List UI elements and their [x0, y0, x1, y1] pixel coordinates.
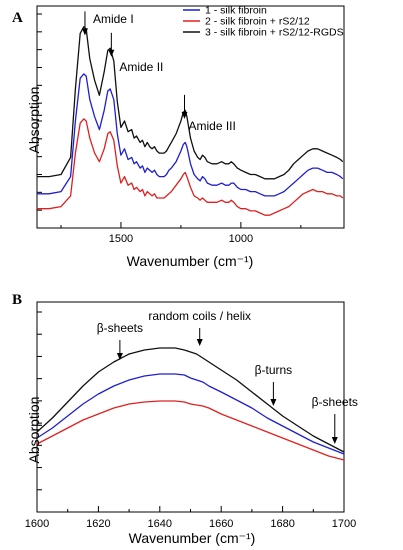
series-group-a	[37, 26, 344, 216]
y-axis-title-a: Absorption	[26, 87, 42, 154]
annotation-label-a-0: Amide I	[93, 12, 134, 26]
series-line-a-1	[37, 73, 344, 197]
x-axis-title-a: Wavenumber (cm⁻¹)	[127, 253, 254, 269]
series-group-b	[36, 347, 345, 461]
annotation-label-a-1: Amide II	[119, 60, 163, 74]
panel-a: A 1500 1000 Amide I Amide II Amide III 1 - …	[12, 5, 345, 269]
annotation-arrow-head-b-3	[331, 437, 338, 444]
ticks-b: 1600 1620 1640 1660 1680 1700	[25, 311, 356, 530]
legend-label-3: 3 - silk fibroin + rS2/12-RGDS	[205, 27, 344, 39]
annotation-label-b-0: β-sheets	[97, 321, 143, 335]
panel-b: B 1600 1620 1640 1660 1680 1700 β-sheets rando…	[12, 292, 358, 546]
annotation-label-b-3: β-sheets	[312, 395, 358, 409]
x-tick-label-a-1: 1000	[229, 233, 253, 245]
plot-frame-a	[36, 5, 345, 229]
annotation-label-b-1: random coils / helix	[148, 309, 251, 323]
annotation-arrow-head-a-1	[108, 49, 115, 57]
series-line-b-3	[36, 347, 345, 453]
x-tick-label-b-0: 1600	[25, 518, 49, 530]
annotation-label-a-2: Amide III	[189, 119, 236, 133]
legend-label-1: 1 - silk fibroin	[205, 5, 267, 17]
y-axis-title-b: Absorption	[26, 397, 42, 464]
series-line-a-2	[37, 118, 344, 216]
series-line-a-3	[37, 26, 344, 180]
x-tick-label-b-1: 1620	[86, 518, 110, 530]
series-line-b-2	[36, 400, 345, 461]
panel-label-a: A	[12, 10, 23, 26]
ticks-a: 1500 1000	[37, 13, 302, 245]
x-tick-label-b-3: 1660	[209, 518, 233, 530]
plot-frame-b	[36, 301, 345, 513]
annotations-a: Amide I Amide II Amide III	[81, 11, 236, 133]
annotation-arrow-head-b-0	[116, 353, 123, 360]
x-tick-label-b-4: 1680	[270, 518, 294, 530]
x-tick-label-a-0: 1500	[109, 233, 133, 245]
x-axis-title-b: Wavenumber (cm⁻¹)	[129, 530, 256, 546]
panel-label-b: B	[12, 292, 22, 308]
annotation-arrow-head-a-0	[81, 28, 88, 36]
annotation-arrow-head-a-2	[181, 111, 188, 119]
annotation-arrow-head-b-2	[270, 399, 277, 406]
series-line-b-1	[36, 373, 345, 455]
annotation-arrow-head-b-1	[196, 339, 203, 346]
annotations-b: β-sheets random coils / helix β-turns β-she…	[97, 309, 358, 444]
legend-label-2: 2 - silk fibroin + rS2/12	[205, 16, 310, 28]
annotation-label-b-2: β-turns	[255, 363, 293, 377]
x-tick-label-b-5: 1700	[332, 518, 356, 530]
x-tick-label-b-2: 1640	[148, 518, 172, 530]
